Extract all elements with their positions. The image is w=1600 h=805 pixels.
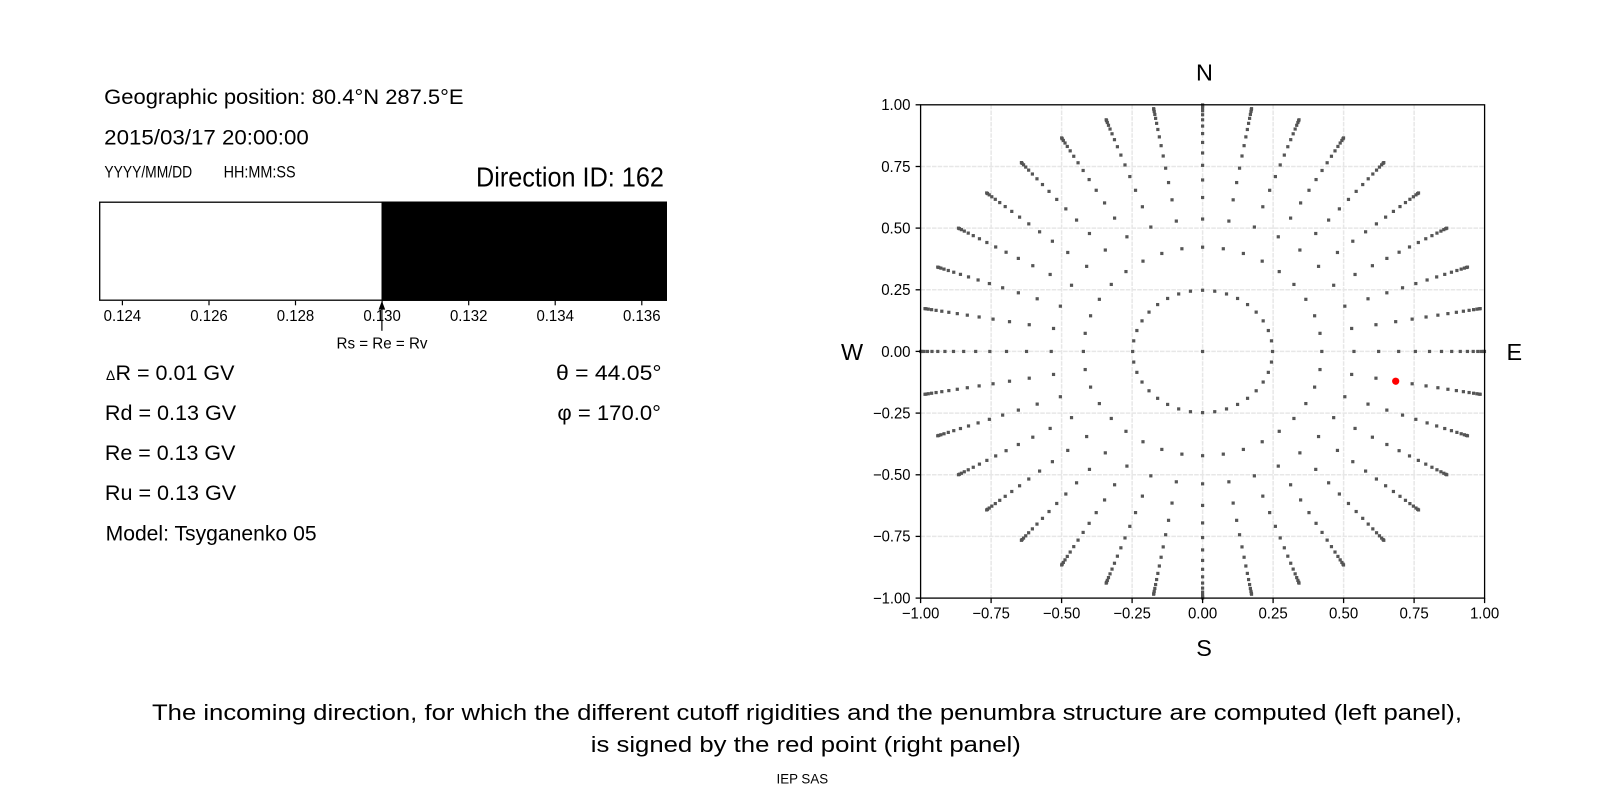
svg-text:−0.25: −0.25 [1113, 606, 1151, 623]
svg-text:IEP SAS: IEP SAS [777, 772, 829, 787]
svg-text:−1.00: −1.00 [902, 606, 940, 623]
svg-text:0.50: 0.50 [881, 220, 911, 237]
svg-text:Direction ID: 162: Direction ID: 162 [476, 162, 664, 193]
svg-text:Model: Tsyganenko 05: Model: Tsyganenko 05 [106, 522, 317, 545]
svg-text:φ = 170.0°: φ = 170.0° [557, 402, 661, 425]
svg-text:−0.50: −0.50 [873, 467, 911, 484]
svg-text:−0.25: −0.25 [873, 405, 911, 422]
svg-text:HH:MM:SS: HH:MM:SS [224, 163, 296, 181]
svg-text:0.75: 0.75 [881, 159, 911, 176]
svg-text:0.00: 0.00 [1188, 606, 1218, 623]
svg-text:−0.50: −0.50 [1043, 606, 1081, 623]
svg-text:1.00: 1.00 [1470, 606, 1500, 623]
svg-text:is signed by the red point (ri: is signed by the red point (right panel) [591, 732, 1021, 757]
svg-text:θ = 44.05°: θ = 44.05° [556, 362, 662, 385]
svg-text:Rs = Re = Rv: Rs = Re = Rv [337, 336, 428, 353]
svg-text:W: W [841, 339, 863, 365]
svg-text:0.134: 0.134 [536, 308, 574, 325]
svg-text:Δ: Δ [106, 368, 115, 383]
svg-text:Rd = 0.13 GV: Rd = 0.13 GV [105, 402, 236, 425]
svg-text:0.25: 0.25 [881, 282, 911, 299]
svg-text:Re = 0.13 GV: Re = 0.13 GV [105, 442, 236, 465]
svg-text:R = 0.01 GV: R = 0.01 GV [116, 362, 235, 385]
svg-text:−1.00: −1.00 [873, 590, 911, 607]
svg-text:0.124: 0.124 [104, 308, 142, 325]
svg-text:−0.75: −0.75 [873, 529, 911, 546]
svg-text:0.136: 0.136 [623, 308, 661, 325]
svg-text:2015/03/17 20:00:00: 2015/03/17 20:00:00 [104, 126, 309, 149]
svg-text:0.50: 0.50 [1329, 606, 1359, 623]
svg-text:N: N [1196, 59, 1213, 85]
svg-text:0.126: 0.126 [190, 308, 228, 325]
svg-text:0.25: 0.25 [1258, 606, 1288, 623]
svg-text:Ru = 0.13 GV: Ru = 0.13 GV [105, 482, 236, 505]
svg-text:0.128: 0.128 [277, 308, 315, 325]
svg-text:E: E [1506, 339, 1522, 365]
svg-text:0.75: 0.75 [1399, 606, 1429, 623]
svg-text:YYYY/MM/DD: YYYY/MM/DD [104, 163, 192, 181]
svg-text:0.132: 0.132 [450, 308, 488, 325]
svg-text:1.00: 1.00 [881, 97, 911, 114]
svg-text:Geographic position: 80.4°N 28: Geographic position: 80.4°N 287.5°E [104, 86, 463, 109]
svg-text:0.00: 0.00 [881, 344, 911, 361]
svg-text:S: S [1196, 635, 1212, 661]
svg-text:−0.75: −0.75 [972, 606, 1010, 623]
svg-text:The incoming direction, for wh: The incoming direction, for which the di… [152, 700, 1462, 725]
